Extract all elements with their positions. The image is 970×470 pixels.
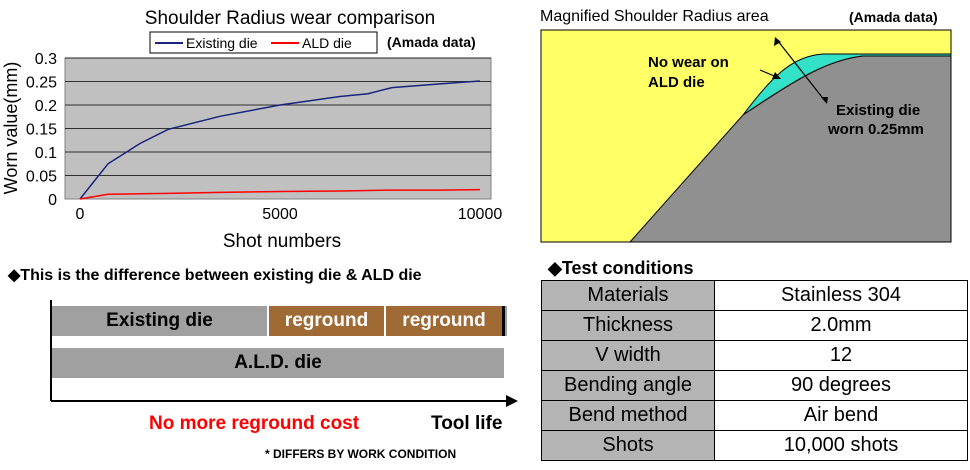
x-axis-ticks: 0 5000 10000 [76, 206, 503, 223]
y-tick-label: 0 [48, 192, 57, 209]
table-row: Materials Stainless 304 [541, 280, 968, 311]
x-axis-label: Shot numbers [223, 231, 341, 252]
existing-die-label: Existing die [106, 310, 213, 331]
condition-value: 2.0mm [714, 310, 968, 341]
existing-die-segment: Existing die [52, 306, 267, 336]
condition-label: Thickness [541, 310, 715, 341]
ald-die-bar: A.L.D. die [52, 348, 504, 378]
series-line-existing [79, 80, 481, 200]
x-tick-label: 5000 [262, 206, 298, 223]
y-tick-label: 0.1 [35, 145, 57, 162]
worn-label-line1: Existing die [836, 102, 920, 119]
condition-label: V width [541, 340, 715, 371]
worn-arrow [777, 40, 826, 102]
x-tick-label: 0 [76, 206, 85, 223]
x-tick-label: 10000 [458, 206, 503, 223]
table-row: V width 12 [541, 340, 968, 371]
legend-label-existing: Existing die [186, 35, 258, 51]
diagram-title: Magnified Shoulder Radius area [540, 8, 769, 25]
legend-label-ald: ALD die [302, 35, 352, 51]
tool-life-arrowhead [506, 395, 518, 407]
worn-arrowhead-bottom [821, 97, 828, 104]
chart-legend [149, 31, 378, 54]
reground-label-1: reground [284, 310, 369, 331]
existing-die-end-marker [502, 306, 505, 336]
reground-segment-2: reground [384, 306, 502, 336]
difference-heading: ◆This is the difference between existing… [8, 267, 422, 284]
reground-label-2: reground [402, 310, 486, 331]
table-row: Thickness 2.0mm [541, 310, 968, 341]
condition-label: Bend method [541, 400, 715, 431]
condition-value: 12 [714, 340, 968, 371]
condition-label: Materials [541, 280, 715, 311]
table-row: Bend method Air bend [541, 400, 968, 431]
y-tick-label: 0.05 [26, 169, 57, 186]
no-wear-label-line2: ALD die [648, 74, 705, 91]
y-axis-label: Worn value(mm) [1, 62, 21, 195]
diagram-amada-note: (Amada data) [849, 9, 938, 25]
condition-value: Stainless 304 [714, 280, 968, 311]
no-reground-cost-text: No more reground cost [149, 413, 360, 434]
die-shape [628, 55, 952, 243]
worn-arrowhead-top [774, 37, 781, 46]
condition-value: Air bend [714, 400, 968, 431]
condition-value: 10,000 shots [714, 430, 968, 461]
table-row: Bending angle 90 degrees [541, 370, 968, 401]
tool-life-label: Tool life [431, 413, 503, 434]
y-tick-label: 0.3 [35, 51, 57, 68]
series-group [79, 80, 481, 200]
existing-die-bar: Existing die reground reground [52, 306, 507, 336]
table-row: Shots 10,000 shots [541, 430, 968, 461]
ald-die-label: A.L.D. die [234, 352, 322, 373]
series-line-ald [79, 188, 481, 200]
y-tick-label: 0.2 [35, 98, 57, 115]
chart-amada-note: (Amada data) [387, 34, 476, 50]
conditions-heading: ◆Test conditions [548, 258, 694, 278]
y-axis-ticks: 0 0.05 0.1 0.15 0.2 0.25 0.3 [26, 51, 57, 209]
condition-label: Shots [541, 430, 715, 461]
shoulder-radius-diagram: Magnified Shoulder Radius area (Amada da… [540, 8, 952, 243]
condition-label: Bending angle [541, 370, 715, 401]
footnote: * DIFFERS BY WORK CONDITION [265, 447, 457, 461]
tool-life-axis [50, 300, 518, 407]
condition-value: 90 degrees [714, 370, 968, 401]
worn-label-line2: worn 0.25mm [827, 121, 924, 138]
no-wear-arrowhead [772, 72, 781, 79]
wear-line-chart: Shoulder Radius wear comparison (Amada d… [1, 8, 503, 252]
reground-segment-1: reground [267, 306, 384, 336]
no-wear-label-line1: No wear on [648, 54, 729, 71]
conditions-table: Materials Stainless 304 Thickness 2.0mm … [541, 280, 968, 461]
y-tick-label: 0.25 [26, 75, 57, 92]
chart-title: Shoulder Radius wear comparison [145, 8, 435, 29]
y-tick-label: 0.15 [26, 122, 57, 139]
